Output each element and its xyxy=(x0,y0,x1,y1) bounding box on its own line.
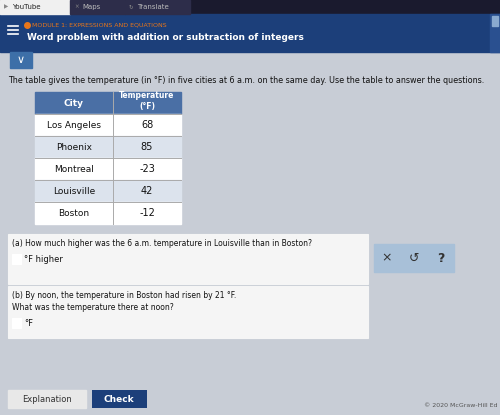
Bar xyxy=(492,16,498,26)
Text: City: City xyxy=(64,98,84,107)
Text: Boston: Boston xyxy=(58,208,90,217)
Text: Temperature
(°F): Temperature (°F) xyxy=(120,91,174,111)
Bar xyxy=(8,234,368,284)
Text: Explanation: Explanation xyxy=(22,395,72,403)
Text: Los Angeles: Los Angeles xyxy=(47,120,101,129)
Text: Check: Check xyxy=(104,395,134,403)
Bar xyxy=(10,52,32,68)
Bar xyxy=(8,390,86,408)
Text: Translate: Translate xyxy=(137,4,169,10)
Text: ⨯: ⨯ xyxy=(74,5,78,10)
Text: ?: ? xyxy=(438,251,444,264)
Text: 42: 42 xyxy=(141,186,153,196)
Text: ↻: ↻ xyxy=(129,5,134,10)
Text: Phoenix: Phoenix xyxy=(56,142,92,151)
Text: ×: × xyxy=(382,251,392,264)
Bar xyxy=(35,158,181,180)
Bar xyxy=(35,92,181,114)
Text: Louisville: Louisville xyxy=(53,186,95,195)
Text: ↺: ↺ xyxy=(409,251,419,264)
Bar xyxy=(0,0,500,14)
Text: What was the temperature there at noon?: What was the temperature there at noon? xyxy=(12,303,174,312)
Text: 68: 68 xyxy=(141,120,153,130)
Text: Maps: Maps xyxy=(82,4,100,10)
Text: -12: -12 xyxy=(139,208,155,218)
Text: ∨: ∨ xyxy=(17,55,25,65)
Text: °F: °F xyxy=(24,318,33,327)
Bar xyxy=(374,244,454,272)
Bar xyxy=(0,0,70,14)
Bar xyxy=(125,0,190,14)
Bar xyxy=(35,92,181,224)
Bar xyxy=(0,14,500,52)
Bar xyxy=(35,202,181,224)
Bar xyxy=(490,14,500,52)
Bar xyxy=(12,254,21,264)
Text: Word problem with addition or subtraction of integers: Word problem with addition or subtractio… xyxy=(27,34,304,42)
Bar xyxy=(8,286,368,338)
Bar xyxy=(35,136,181,158)
Text: °F higher: °F higher xyxy=(24,254,63,264)
Text: (b) By noon, the temperature in Boston had risen by 21 °F.: (b) By noon, the temperature in Boston h… xyxy=(12,290,236,300)
Bar xyxy=(35,180,181,202)
Text: MODULE 1: EXPRESSIONS AND EQUATIONS: MODULE 1: EXPRESSIONS AND EQUATIONS xyxy=(32,22,166,27)
Text: © 2020 McGraw-Hill Ed: © 2020 McGraw-Hill Ed xyxy=(424,403,498,408)
Bar xyxy=(92,390,147,408)
Text: Montreal: Montreal xyxy=(54,164,94,173)
Text: YouTube: YouTube xyxy=(12,4,40,10)
Bar xyxy=(35,114,181,136)
Bar xyxy=(12,318,21,328)
Text: 85: 85 xyxy=(141,142,153,152)
Text: The table gives the temperature (in °F) in five cities at 6 a.m. on the same day: The table gives the temperature (in °F) … xyxy=(8,76,484,85)
Text: -23: -23 xyxy=(139,164,155,174)
Text: ▶: ▶ xyxy=(4,5,8,10)
Bar xyxy=(70,0,125,14)
Text: (a) How much higher was the 6 a.m. temperature in Louisville than in Boston?: (a) How much higher was the 6 a.m. tempe… xyxy=(12,239,312,247)
